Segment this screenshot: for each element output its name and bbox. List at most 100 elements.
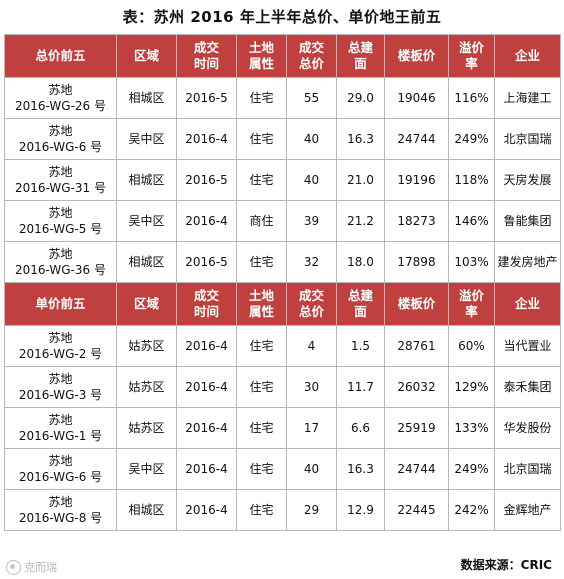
table-row: 苏地 2016-WG-6 号吴中区 2016-4 住宅 40 16.3 24744 249% 北… (4, 448, 561, 490)
cell-area: 6.6 (336, 407, 385, 449)
cell-area: 11.7 (336, 366, 385, 408)
cell-date: 2016-4 (176, 118, 237, 160)
header-cell: 楼板价 (384, 282, 449, 326)
header-cell: 溢价 率 (448, 34, 495, 78)
cell-date: 2016-4 (176, 325, 237, 367)
cell-price: 39 (286, 200, 337, 242)
cell-premium: 129% (448, 366, 495, 408)
cell-type: 住宅 (236, 159, 287, 201)
cell-type: 住宅 (236, 407, 287, 449)
cell-district: 吴中区 (116, 448, 177, 490)
watermark-logo-icon (6, 559, 21, 575)
cell-premium: 133% (448, 407, 495, 449)
cell-price: 17 (286, 407, 337, 449)
table-row: 苏地 2016-WG-1 号姑苏区 2016-4 住宅 17 6.6 25919 133% 华发… (4, 407, 561, 449)
cell-price: 55 (286, 77, 337, 119)
plot-label: 苏地 (48, 247, 73, 261)
plot-cell: 苏地 2016-WG-8 号 (4, 489, 117, 531)
plot-label: 2016-WG-6 号 (18, 140, 103, 154)
cell-company: 金辉地产 (494, 489, 561, 531)
table-row: 苏地 2016-WG-2 号姑苏区 2016-4 住宅 4 1.5 28761 60% 当代置业 (4, 325, 561, 367)
cell-area: 1.5 (336, 325, 385, 367)
cell-price: 40 (286, 159, 337, 201)
header-cell: 成交 总价 (286, 34, 337, 78)
cell-type: 住宅 (236, 118, 287, 160)
header-cell: 土地 属性 (236, 34, 287, 78)
cell-district: 吴中区 (116, 118, 177, 160)
cell-price: 29 (286, 489, 337, 531)
plot-label: 苏地 (48, 165, 73, 179)
cell-premium: 249% (448, 118, 495, 160)
cell-floor-price: 26032 (384, 366, 449, 408)
header-cell: 企业 (494, 282, 561, 326)
plot-cell: 苏地 2016-WG-31 号 (4, 159, 117, 201)
header-cell: 总价前五 (4, 34, 117, 78)
header-cell: 总建 面 (336, 34, 385, 78)
cell-area: 29.0 (336, 77, 385, 119)
cell-company: 泰禾集团 (494, 366, 561, 408)
cell-district: 相城区 (116, 241, 177, 283)
cell-area: 21.0 (336, 159, 385, 201)
table-row: 苏地 2016-WG-31 号相城区 2016-5 住宅 40 21.0 19196 118%… (4, 159, 561, 201)
cell-type: 住宅 (236, 325, 287, 367)
header-cell: 成交 时间 (176, 282, 237, 326)
cell-premium: 249% (448, 448, 495, 490)
cell-area: 21.2 (336, 200, 385, 242)
cell-company: 建发房地产 (494, 241, 561, 283)
plot-cell: 苏地 2016-WG-2 号 (4, 325, 117, 367)
land-king-table: 总价前五 区域 成交 时间 土地 属性 成交 总价 总建 面楼板价 溢价 率企业 苏地 2016… (4, 34, 561, 531)
cell-date: 2016-5 (176, 241, 237, 283)
plot-cell: 苏地 2016-WG-3 号 (4, 366, 117, 408)
cell-company: 当代置业 (494, 325, 561, 367)
cell-price: 40 (286, 118, 337, 160)
cell-floor-price: 24744 (384, 118, 449, 160)
table-row: 苏地 2016-WG-3 号姑苏区 2016-4 住宅 30 11.7 26032 129% 泰… (4, 366, 561, 408)
plot-label: 2016-WG-8 号 (18, 511, 103, 525)
cell-premium: 146% (448, 200, 495, 242)
plot-label: 苏地 (48, 124, 73, 138)
cell-type: 住宅 (236, 241, 287, 283)
cell-district: 相城区 (116, 77, 177, 119)
header-cell: 土地 属性 (236, 282, 287, 326)
plot-label: 苏地 (48, 372, 73, 386)
plot-label: 苏地 (48, 454, 73, 468)
plot-cell: 苏地 2016-WG-6 号 (4, 118, 117, 160)
cell-floor-price: 24744 (384, 448, 449, 490)
plot-label: 2016-WG-2 号 (18, 347, 103, 361)
cell-type: 住宅 (236, 77, 287, 119)
cell-date: 2016-5 (176, 77, 237, 119)
plot-label: 苏地 (48, 331, 73, 345)
header-cell: 区域 (116, 282, 177, 326)
cell-price: 40 (286, 448, 337, 490)
plot-label: 2016-WG-31 号 (15, 181, 106, 195)
cell-floor-price: 18273 (384, 200, 449, 242)
plot-label: 2016-WG-1 号 (18, 429, 103, 443)
cell-company: 天房发展 (494, 159, 561, 201)
cell-area: 18.0 (336, 241, 385, 283)
header-cell: 楼板价 (384, 34, 449, 78)
cell-floor-price: 19196 (384, 159, 449, 201)
table-body: 总价前五 区域 成交 时间 土地 属性 成交 总价 总建 面楼板价 溢价 率企业 苏地 2016… (4, 34, 561, 531)
plot-cell: 苏地 2016-WG-6 号 (4, 448, 117, 490)
cell-premium: 103% (448, 241, 495, 283)
data-source: 数据来源：CRIC (460, 558, 552, 572)
table-title: 表：苏州 2016 年上半年总价、单价地王前五 (122, 8, 442, 26)
cell-date: 2016-4 (176, 448, 237, 490)
cell-area: 16.3 (336, 118, 385, 160)
cell-company: 北京国瑞 (494, 118, 561, 160)
cell-premium: 116% (448, 77, 495, 119)
table-row: 苏地 2016-WG-36 号相城区 2016-5 住宅 32 18.0 17898 103%… (4, 241, 561, 283)
cell-floor-price: 17898 (384, 241, 449, 283)
cell-floor-price: 28761 (384, 325, 449, 367)
cell-area: 16.3 (336, 448, 385, 490)
cell-type: 住宅 (236, 448, 287, 490)
plot-cell: 苏地 2016-WG-1 号 (4, 407, 117, 449)
cell-price: 30 (286, 366, 337, 408)
plot-cell: 苏地 2016-WG-5 号 (4, 200, 117, 242)
header-cell: 溢价 率 (448, 282, 495, 326)
table-row: 苏地 2016-WG-8 号相城区 2016-4 住宅 29 12.9 22445 242% 金… (4, 489, 561, 531)
plot-label: 苏地 (48, 83, 73, 97)
cell-date: 2016-4 (176, 366, 237, 408)
cell-district: 姑苏区 (116, 325, 177, 367)
plot-cell: 苏地 2016-WG-36 号 (4, 241, 117, 283)
